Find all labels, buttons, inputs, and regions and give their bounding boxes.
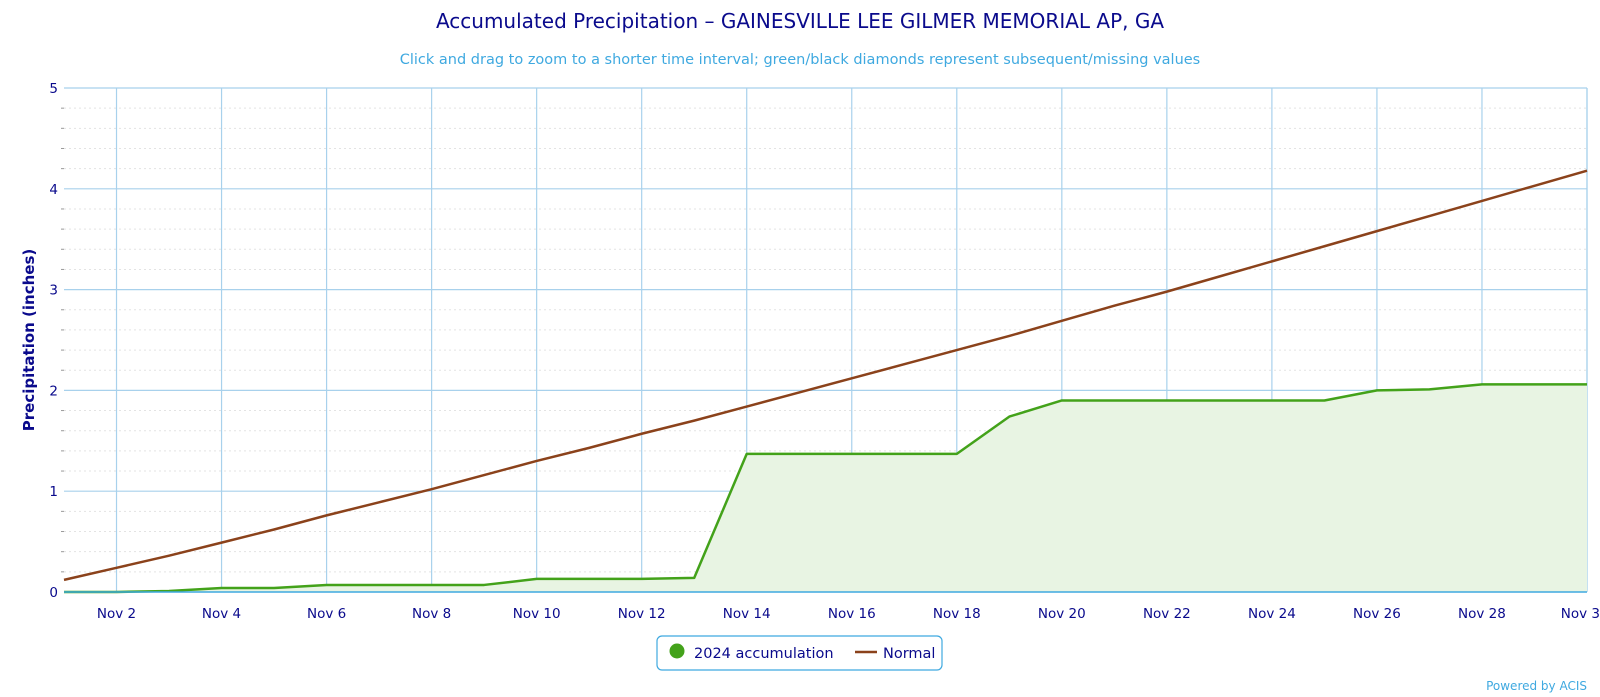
x-tick-label: Nov 22 — [1143, 606, 1191, 622]
legend-item-2024-accumulation[interactable]: 2024 accumulation — [669, 643, 834, 663]
x-tick-label: Nov 24 — [1248, 606, 1296, 622]
x-tick-label: Nov 6 — [307, 606, 346, 622]
x-tick-label: Nov 26 — [1353, 606, 1401, 622]
legend-box — [656, 635, 943, 671]
legend-item-normal[interactable]: Normal — [855, 646, 935, 662]
x-tick-label: Nov 8 — [412, 606, 451, 622]
x-tick-label: Nov 12 — [618, 606, 666, 622]
series-layer — [63, 169, 1588, 594]
x-tick-label: Nov 3 — [1561, 606, 1600, 622]
chart-subtitle: Click and drag to zoom to a shorter time… — [400, 52, 1201, 68]
x-tick-label: Nov 28 — [1458, 606, 1506, 622]
x-tick-label: Nov 16 — [828, 606, 876, 622]
legend-normal-label: Normal — [883, 646, 935, 662]
y-axis-ticks: 0 1 2 3 4 5 — [49, 81, 58, 601]
x-tick-label: Nov 2 — [97, 606, 136, 622]
credit-link[interactable]: Powered by ACIS — [1486, 679, 1587, 693]
legend-2024-accumulation-marker — [669, 643, 685, 659]
y-tick-label: 2 — [49, 383, 58, 399]
series-normal-line[interactable] — [63, 169, 1588, 582]
y-tick-label: 5 — [49, 81, 58, 97]
y-tick-label: 0 — [49, 585, 58, 601]
y-tick-label: 3 — [49, 283, 58, 299]
x-tick-label: Nov 18 — [933, 606, 981, 622]
x-axis-ticks: Nov 2 Nov 4 Nov 6 Nov 8 Nov 10 Nov 12 Nov 14 No… — [97, 606, 1600, 622]
accumulation-area-fill — [64, 384, 1587, 592]
chart-title: Accumulated Precipitation – GAINESVILLE … — [436, 9, 1164, 33]
x-tick-label: Nov 14 — [723, 606, 771, 622]
x-tick-label: Nov 4 — [202, 606, 241, 622]
y-tick-label: 1 — [49, 484, 58, 500]
y-axis-title: Precipitation (inches) — [20, 249, 38, 432]
legend-2024-accumulation-label: 2024 accumulation — [694, 646, 834, 662]
legend: 2024 accumulation Normal — [656, 635, 943, 671]
series-2024-accumulation-line[interactable] — [64, 383, 1587, 594]
x-tick-label: Nov 10 — [513, 606, 561, 622]
x-tick-label: Nov 20 — [1038, 606, 1086, 622]
y-tick-label: 4 — [49, 182, 58, 198]
